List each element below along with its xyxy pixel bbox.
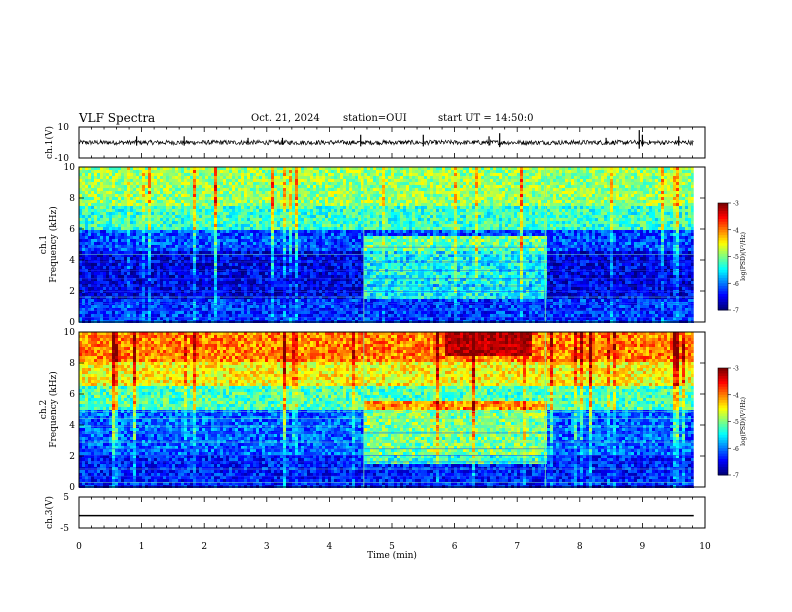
ch1-spectrogram-ytick-label: 0 <box>69 318 75 328</box>
ch1-spectrogram-ytick-label: 6 <box>69 225 75 235</box>
ch1-spectrogram-colorbar-tick-label: -7 <box>733 308 739 315</box>
ch2-spectrogram-colorbar-tick-label: -7 <box>733 473 739 480</box>
ch1-ytick-label: 10 <box>58 123 70 133</box>
ch2-spectrogram-ytick-label: 4 <box>69 421 75 431</box>
x-tick-label: 0 <box>76 542 82 552</box>
ch2-spectrogram-ytick-label: 10 <box>64 328 76 338</box>
ch2-spectrogram-colorbar-tick-label: -6 <box>733 446 739 453</box>
x-tick-label: 8 <box>577 542 583 552</box>
ch2-spectrogram-ylabel: ch.2 <box>39 400 49 419</box>
ch2-spectrogram-ylabel: Frequency (kHz) <box>48 371 59 448</box>
ch2-spectrogram-colorbar-tick-label: -5 <box>733 419 739 426</box>
ch3-ylabel: ch.3(V) <box>44 496 55 529</box>
ch2-spectrogram-colorbar-tick-label: -4 <box>733 392 739 399</box>
x-tick-label: 2 <box>201 542 207 552</box>
vlf-figure: 10-10ch.1(V)0246810ch.1 Frequency (kHz)-3… <box>0 0 792 612</box>
ch2-spectrogram-colorbar <box>718 368 731 476</box>
ch2-spectrogram-ytick-label: 6 <box>69 390 75 400</box>
ch3-ytick-label: -5 <box>60 524 69 534</box>
ch1-spectrogram-colorbar-label: log(PSD)(V²/Hz) <box>740 232 747 281</box>
ch1-spectrogram-image <box>79 167 694 323</box>
ch2-spectrogram-no-data <box>694 333 705 487</box>
x-tick-label: 6 <box>452 542 458 552</box>
ch1-ylabel: ch.1(V) <box>44 126 55 159</box>
ch1-spectrogram-ytick-label: 8 <box>69 194 75 204</box>
ch2-spectrogram-ytick-label: 2 <box>69 452 75 462</box>
ch3-ytick-label: 5 <box>63 493 69 503</box>
ch1-spectrogram-colorbar-tick-label: -4 <box>733 227 739 234</box>
x-tick-label: 1 <box>139 542 145 552</box>
ch1-spectrogram-colorbar <box>718 203 731 311</box>
ch1-spectrogram-ytick-label: 2 <box>69 287 75 297</box>
x-tick-label: 10 <box>699 542 711 552</box>
ch1-spectrogram-ytick-label: 10 <box>64 163 76 173</box>
ch2-spectrogram-ytick-label: 0 <box>69 483 75 493</box>
ch1-spectrogram-colorbar-tick-label: -6 <box>733 281 739 288</box>
ch2-spectrogram-colorbar-label: log(PSD)(V²/Hz) <box>740 397 747 446</box>
x-tick-label: 3 <box>264 542 270 552</box>
ch1-spectrogram-colorbar-tick-label: -5 <box>733 254 739 261</box>
ch2-spectrogram-image <box>79 332 694 488</box>
x-tick-label: 7 <box>514 542 520 552</box>
ch2-spectrogram-ytick-label: 8 <box>69 359 75 369</box>
ch1-waveform-trace <box>79 140 693 145</box>
ch2-spectrogram-colorbar-tick-label: -3 <box>733 366 739 373</box>
ch1-spectrogram-colorbar-tick-label: -3 <box>733 201 739 208</box>
x-tick-label: 9 <box>640 542 646 552</box>
ch1-spectrogram-ytick-label: 4 <box>69 256 75 266</box>
x-tick-label: 4 <box>327 542 333 552</box>
ch1-spectrogram-ylabel: Frequency (kHz) <box>48 206 59 283</box>
ch1-spectrogram-no-data <box>694 168 705 322</box>
ch1-spectrogram-ylabel: ch.1 <box>39 235 49 254</box>
x-axis-label: Time (min) <box>367 550 417 561</box>
